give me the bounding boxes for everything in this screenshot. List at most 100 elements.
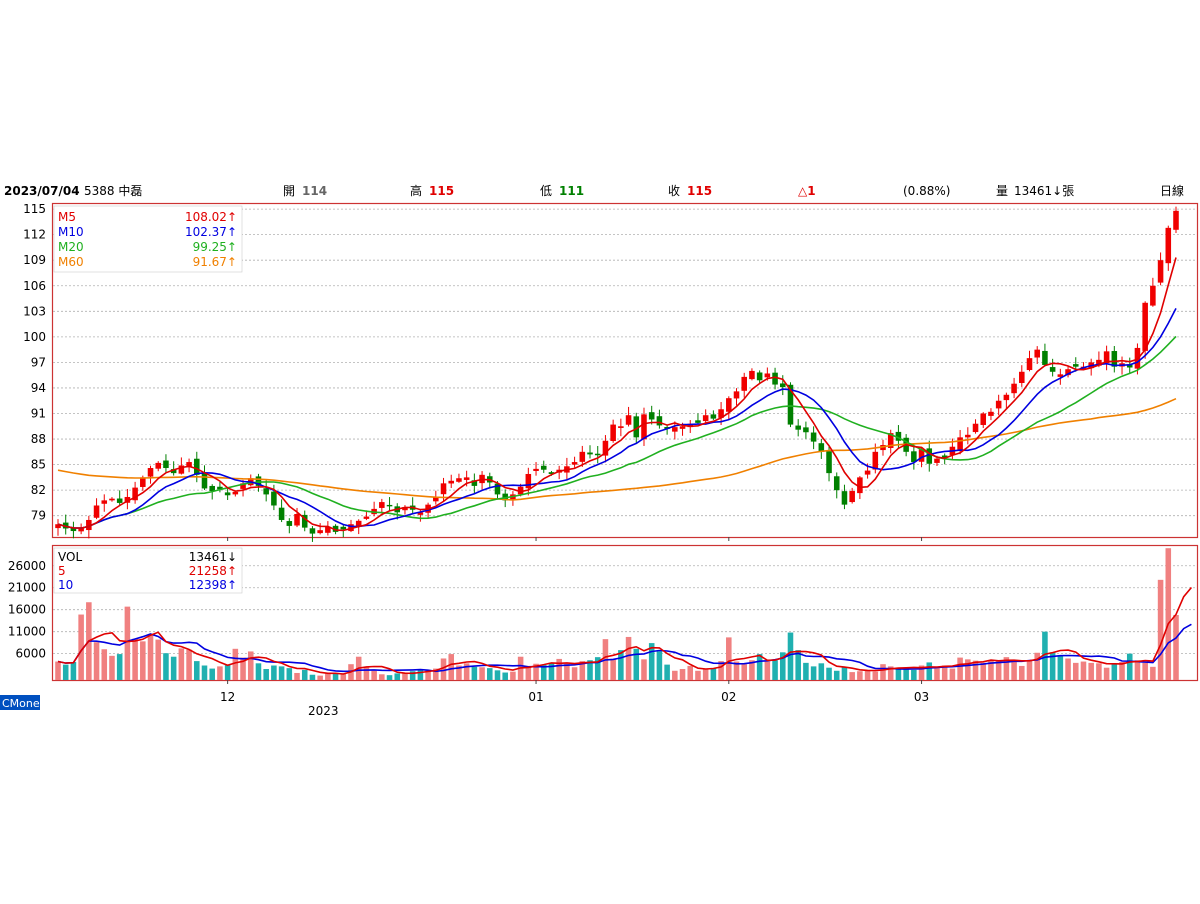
- volume-bar: [163, 653, 169, 680]
- legend-m60-value: 91.67↑: [193, 255, 237, 269]
- candle-body: [379, 502, 385, 508]
- volume-bar: [880, 664, 886, 680]
- volume-bar: [155, 639, 162, 680]
- candle-body: [209, 485, 215, 492]
- volume-bar: [988, 660, 994, 680]
- volume-bar: [818, 663, 825, 680]
- candle-body: [355, 520, 362, 526]
- cmoney-watermark: CMoney: [0, 695, 47, 710]
- candle-body: [533, 468, 539, 471]
- volume-bar: [1157, 579, 1164, 680]
- price-y-tick-label: 88: [31, 432, 46, 446]
- price-y-tick-label: 82: [31, 483, 46, 497]
- volume-bar: [618, 650, 624, 680]
- volume-bar: [109, 655, 115, 680]
- candle-body: [471, 480, 478, 486]
- price-y-tick-label: 103: [23, 304, 46, 318]
- volume-bar: [903, 669, 909, 680]
- volume-bar: [471, 666, 478, 680]
- candle-body: [633, 416, 640, 438]
- volume-bar: [857, 671, 863, 680]
- legend-vol-value: 13461↓: [189, 550, 237, 564]
- candle-body: [1142, 302, 1148, 351]
- candle-body: [1072, 364, 1079, 367]
- volume-bar: [332, 672, 339, 680]
- candle-body: [625, 415, 632, 425]
- candle-body: [1034, 349, 1040, 358]
- header-high-label: 高: [410, 183, 422, 198]
- watermark-bg: [0, 695, 40, 710]
- candle-body: [833, 476, 840, 491]
- volume-bar: [70, 661, 77, 680]
- volume-bar: [826, 667, 832, 680]
- candle-body: [672, 427, 678, 432]
- volume-bar: [648, 643, 655, 680]
- candle-body: [147, 468, 154, 477]
- volume-bar: [286, 668, 293, 680]
- candle-body: [934, 458, 940, 463]
- ma60-line: [57, 397, 1177, 501]
- volume-bar: [672, 670, 678, 680]
- volume-bar: [1049, 652, 1056, 680]
- volume-y-tick-label: 16000: [8, 603, 46, 617]
- candle-body: [1157, 260, 1164, 283]
- volume-bar: [949, 668, 956, 680]
- volume-y-axis: 6000 11000 16000 21000 26000: [8, 559, 46, 661]
- candle-body: [733, 391, 740, 399]
- candle-body: [795, 425, 801, 430]
- volume-bar: [841, 667, 848, 680]
- header-close-value: 115: [687, 184, 712, 198]
- candle-body: [810, 432, 817, 442]
- volume-bar: [849, 672, 855, 680]
- volume-bar: [510, 671, 516, 680]
- volume-bar: [479, 667, 485, 680]
- volume-bar: [918, 665, 925, 680]
- volume-bar: [741, 664, 747, 680]
- candle-body: [309, 528, 316, 534]
- candle-body: [194, 458, 200, 475]
- volume-bar: [487, 668, 493, 680]
- price-grid: [53, 208, 1197, 517]
- candle-body: [494, 483, 501, 495]
- header-bar: 2023/07/04 5388 中磊 開 114 高 115 低 111 收 1…: [4, 183, 1184, 198]
- candle-body: [887, 433, 894, 448]
- legend-m60-name: M60: [58, 255, 84, 269]
- candle-body: [726, 398, 732, 412]
- candle-body: [1019, 371, 1025, 383]
- candle-body: [941, 455, 948, 458]
- header-low-value: 111: [559, 184, 584, 198]
- candle-body: [278, 507, 285, 520]
- candle-body: [1165, 227, 1172, 264]
- header-change: △1: [798, 184, 816, 198]
- candle-body: [1103, 351, 1110, 364]
- candle-body: [55, 524, 61, 529]
- volume-bar: [340, 673, 347, 680]
- volume-bar: [62, 664, 69, 680]
- volume-bar: [525, 665, 532, 680]
- volume-bar: [548, 662, 555, 680]
- candle-body: [1026, 358, 1033, 371]
- header-volume-value: 13461↓張: [1014, 184, 1074, 198]
- candle-body: [980, 413, 987, 425]
- price-y-tick-label: 112: [23, 228, 46, 242]
- candle-body: [525, 473, 532, 489]
- volume-bar: [764, 661, 771, 680]
- header-date: 2023/07/04: [4, 184, 80, 198]
- candle-body: [695, 420, 701, 423]
- volume-y-tick-label: 11000: [8, 625, 46, 639]
- volume-bar: [934, 668, 940, 680]
- candle-body: [217, 486, 223, 490]
- volume-bar: [456, 665, 462, 680]
- volume-bar: [749, 660, 755, 680]
- volume-ma5-line: [57, 586, 1193, 675]
- x-month-label: 02: [721, 690, 736, 704]
- candle-body: [402, 507, 408, 511]
- candle-body: [656, 416, 663, 426]
- candle-body: [787, 384, 794, 425]
- volume-bar: [1173, 614, 1179, 680]
- candle-body: [294, 514, 300, 526]
- volume-bar: [810, 666, 817, 680]
- volume-bar: [140, 641, 146, 680]
- candle-body: [301, 514, 308, 528]
